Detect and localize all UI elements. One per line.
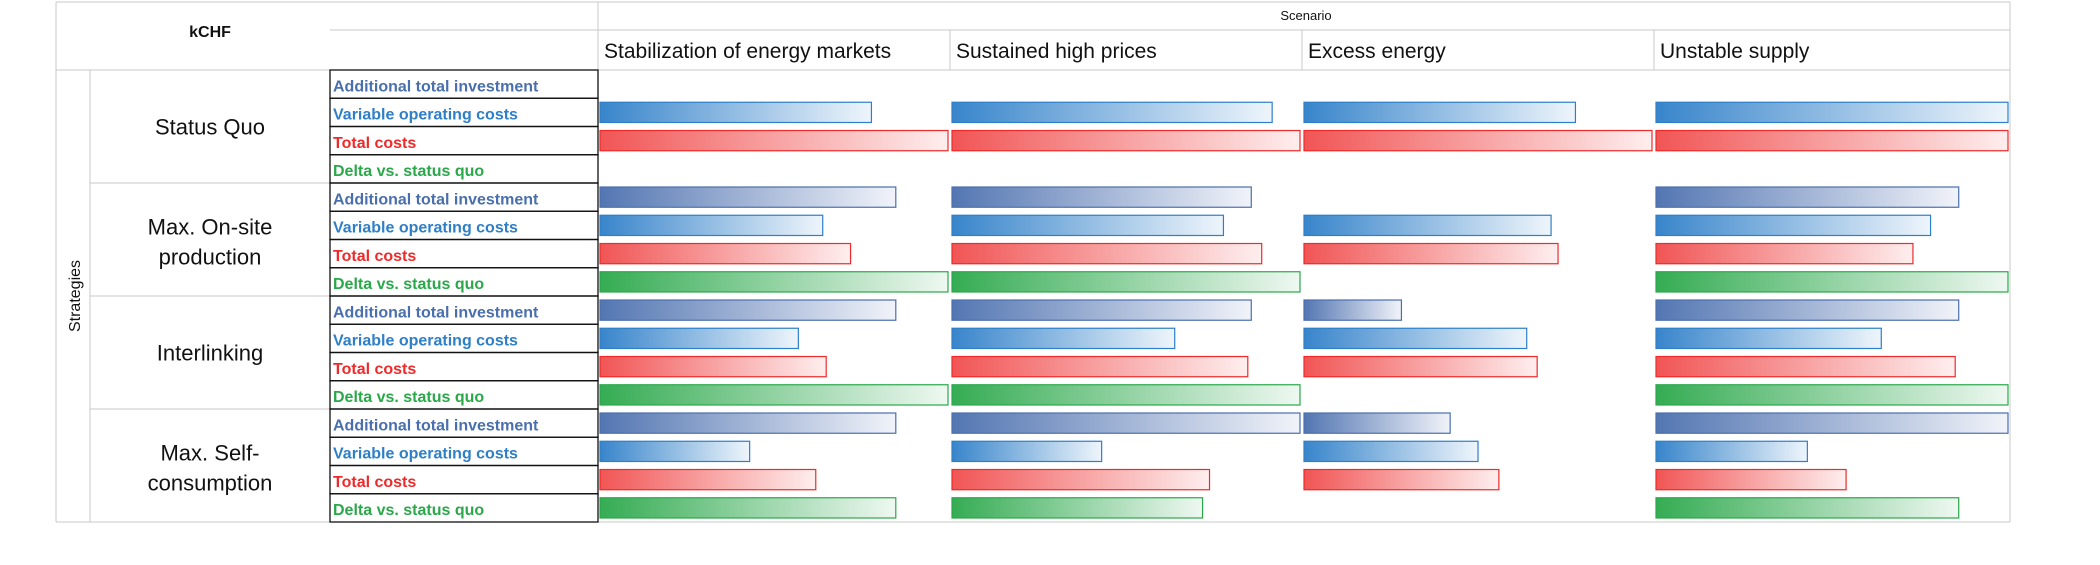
bar (1655, 129, 2009, 152)
bar (599, 412, 897, 434)
metric-label: Delta vs. status quo (333, 389, 484, 406)
bar (599, 497, 897, 519)
bar (599, 384, 949, 406)
bar (1655, 440, 1808, 463)
bar (599, 271, 949, 293)
bar (1303, 242, 1559, 265)
bar (951, 186, 1252, 208)
scenario-header: Sustained high prices (956, 40, 1157, 63)
bar (951, 440, 1103, 463)
metric-label: Variable operating costs (333, 107, 518, 124)
bar (599, 214, 824, 237)
metric-label: Total costs (333, 361, 416, 378)
bar (599, 299, 897, 321)
bar (599, 440, 751, 463)
metric-label: Additional total investment (333, 304, 539, 321)
bar (951, 242, 1263, 265)
bar (1655, 327, 1882, 350)
bar (951, 299, 1252, 321)
bar (1655, 384, 2009, 406)
bar (599, 129, 949, 152)
metric-label-cell (329, 493, 599, 523)
bar (951, 271, 1301, 293)
bar (1303, 412, 1451, 434)
scenario-header: Unstable supply (1660, 40, 1810, 63)
bar (599, 101, 873, 124)
metric-label: Delta vs. status quo (333, 276, 484, 293)
bar (1655, 101, 2009, 124)
bar (1655, 271, 2009, 293)
bar (1655, 355, 1956, 378)
bar (1655, 242, 1914, 265)
bar (951, 101, 1273, 124)
metric-label: Variable operating costs (333, 333, 518, 350)
metric-label: Delta vs. status quo (333, 502, 484, 519)
metric-label: Additional total investment (333, 191, 539, 208)
metric-label: Additional total investment (333, 78, 539, 95)
bar (951, 497, 1204, 519)
bar (1655, 299, 1960, 321)
bar (599, 186, 897, 208)
bar (1655, 214, 1932, 237)
bar (599, 242, 852, 265)
bar (1655, 186, 1960, 208)
metric-label: Variable operating costs (333, 446, 518, 463)
bar (1303, 101, 1577, 124)
scenario-header: Stabilization of energy markets (604, 40, 891, 63)
scenario-header: Excess energy (1308, 40, 1446, 63)
bar (599, 355, 827, 378)
bar (1303, 327, 1528, 350)
bar (951, 214, 1225, 237)
bar (951, 327, 1176, 350)
bar (951, 384, 1301, 406)
bar (1655, 468, 1847, 491)
metric-label: Total costs (333, 248, 416, 265)
bar (599, 468, 817, 491)
strategy-label: Max. On-site production (148, 215, 273, 270)
metric-label: Total costs (333, 474, 416, 491)
bar (1303, 214, 1552, 237)
bar (1303, 129, 1653, 152)
metric-label: Additional total investment (333, 417, 539, 434)
bar (951, 355, 1249, 378)
bar (951, 412, 1301, 434)
bar (599, 327, 799, 350)
bar (1655, 412, 2009, 434)
corner-label: kCHF (189, 24, 231, 41)
bar (951, 129, 1301, 152)
strategy-label: Max. Self-consumption (148, 441, 273, 496)
metric-label: Total costs (333, 135, 416, 152)
metric-label: Variable operating costs (333, 220, 518, 237)
bar (951, 468, 1211, 491)
bar (1303, 355, 1538, 378)
row-group-label: Strategies (67, 260, 84, 332)
bar (1303, 440, 1479, 463)
bar (1655, 497, 1960, 519)
column-group-label: Scenario (1280, 8, 1331, 23)
bar (1303, 468, 1500, 491)
bars (599, 101, 2009, 519)
strategy-label: Interlinking (157, 341, 263, 366)
table-headers: kCHF Scenario Strategies Stabilization o… (67, 8, 1810, 332)
row-labels: Status Quo Additional total investment Var… (148, 69, 599, 523)
metric-label: Delta vs. status quo (333, 163, 484, 180)
strategy-label: Status Quo (155, 115, 265, 140)
bar (1303, 299, 1403, 321)
